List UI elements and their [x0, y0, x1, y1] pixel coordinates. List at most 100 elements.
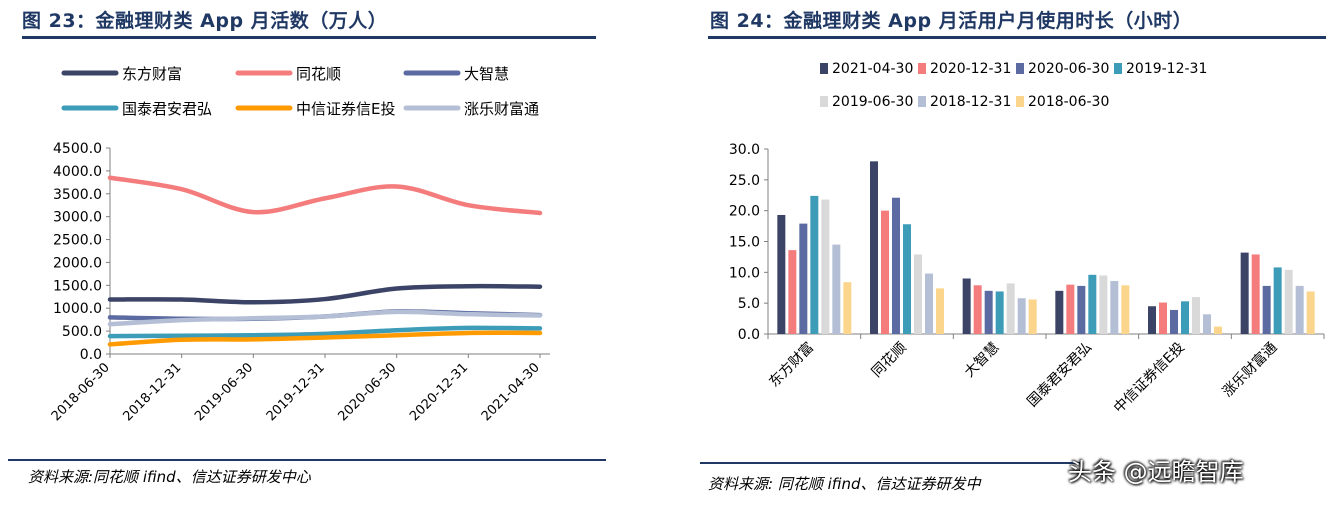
- series-line: [107, 330, 543, 347]
- legend-label: 2020-06-30: [1028, 61, 1109, 77]
- bar: [936, 288, 944, 334]
- bar: [1077, 285, 1086, 334]
- bar: [1203, 314, 1211, 334]
- legend-swatch: [918, 96, 926, 107]
- category-label: 中信证券信E投: [1111, 340, 1188, 417]
- category-label: 大智慧: [961, 340, 1002, 381]
- x-tick-label: 2020-12-31: [407, 360, 471, 424]
- y-tick-label: 25.0: [729, 173, 760, 189]
- bar: [1214, 326, 1222, 334]
- right-figure-panel: 图 24：金融理财类 App 月活用户月使用时长（小时） 2021-04-30 2…: [700, 0, 1336, 505]
- legend-label: 2018-12-31: [930, 94, 1011, 110]
- bar: [788, 250, 797, 334]
- legend-label: 大智慧: [464, 65, 509, 83]
- legend-label: 2019-06-30: [832, 94, 913, 110]
- y-tick-label: 4500.0: [53, 141, 102, 157]
- bar: [1028, 299, 1037, 334]
- legend-label: 2021-04-30: [832, 61, 913, 77]
- y-tick-label: 0.0: [80, 347, 102, 363]
- legend-swatch: [820, 63, 828, 74]
- series-line: [107, 283, 543, 305]
- bar: [903, 224, 911, 334]
- y-tick-label: 2000.0: [53, 255, 102, 271]
- bar: [799, 223, 808, 334]
- left-figure-panel: 图 23：金融理财类 App 月活数（万人） 东方财富 同花顺 大智慧 国泰君安君弘 中…: [0, 0, 610, 505]
- y-tick-label: 3000.0: [53, 210, 102, 226]
- bar: [832, 244, 841, 334]
- bar: [984, 290, 993, 334]
- legend-label: 东方财富: [122, 65, 182, 83]
- series-line: [107, 325, 543, 339]
- bar-chart: 2021-04-30 2020-12-31 2020-06-30 2019-12-31…: [729, 61, 1325, 417]
- bar: [1110, 280, 1119, 334]
- bar: [810, 195, 819, 334]
- bar: [1066, 284, 1075, 334]
- bar: [777, 214, 786, 334]
- bar: [1099, 275, 1108, 334]
- legend-label: 2018-06-30: [1028, 94, 1109, 110]
- x-tick-label: 2018-12-31: [120, 360, 184, 424]
- category-label: 同花顺: [869, 340, 910, 381]
- source-rule: [8, 459, 606, 461]
- category-label: 国泰君安君弘: [1024, 340, 1095, 411]
- watermark: 头条 @远瞻智库: [1068, 458, 1244, 486]
- bar: [881, 210, 889, 334]
- bar: [1148, 306, 1156, 334]
- bar: [1088, 274, 1097, 334]
- bar: [962, 278, 971, 334]
- bar: [1273, 267, 1282, 334]
- legend-swatch: [1016, 96, 1024, 107]
- series-line: [107, 175, 543, 216]
- y-tick-label: 0.0: [738, 327, 760, 343]
- bar: [1262, 285, 1271, 334]
- legend-swatch: [918, 63, 926, 74]
- bar: [821, 199, 830, 334]
- source-rule: [700, 462, 1080, 464]
- bar: [1006, 283, 1015, 334]
- bar: [1284, 269, 1293, 334]
- legend-swatch: [820, 96, 828, 107]
- y-tick-label: 3500.0: [53, 187, 102, 203]
- bar: [1121, 285, 1130, 334]
- bar: [1181, 301, 1189, 334]
- bar: [1295, 285, 1304, 334]
- x-tick-label: 2019-06-30: [192, 360, 256, 424]
- y-tick-label: 30.0: [729, 142, 760, 158]
- bar: [892, 197, 900, 334]
- legend-label: 同花顺: [296, 65, 341, 83]
- category-label: 涨乐财富通: [1219, 339, 1281, 401]
- y-tick-label: 10.0: [729, 265, 760, 281]
- bar: [843, 282, 852, 334]
- bar: [1306, 291, 1315, 334]
- legend-label: 涨乐财富通: [464, 100, 539, 118]
- y-tick-label: 15.0: [729, 235, 760, 251]
- figure-23-title: 图 23：金融理财类 App 月活数（万人）: [22, 10, 388, 32]
- right-source-note: 资料来源: 同花顺 ifind、信达证券研发中: [708, 475, 981, 493]
- bar: [1170, 309, 1178, 334]
- bar: [870, 161, 878, 334]
- bar: [914, 254, 922, 334]
- figure-24-title: 图 24：金融理财类 App 月活用户月使用时长（小时）: [710, 10, 1193, 32]
- bar: [995, 291, 1004, 334]
- x-tick-label: 2021-04-30: [479, 360, 543, 424]
- legend-label: 2020-12-31: [930, 61, 1011, 77]
- x-tick-label: 2020-06-30: [335, 360, 399, 424]
- title-rule: [708, 36, 1326, 39]
- y-tick-label: 4000.0: [53, 164, 102, 180]
- y-tick-label: 5.0: [738, 296, 760, 312]
- x-tick-label: 2019-12-31: [264, 360, 328, 424]
- bar: [1251, 254, 1260, 334]
- bar: [1192, 297, 1200, 334]
- bar: [925, 273, 933, 334]
- bar: [1017, 298, 1026, 334]
- y-tick-label: 2500.0: [53, 233, 102, 249]
- legend-label: 2019-12-31: [1126, 61, 1207, 77]
- bar: [1159, 302, 1167, 334]
- y-tick-label: 500.0: [62, 324, 102, 340]
- y-tick-label: 20.0: [729, 204, 760, 220]
- y-tick-label: 1000.0: [53, 301, 102, 317]
- title-rule: [22, 36, 596, 39]
- bar: [973, 285, 982, 334]
- legend-label: 中信证券信E投: [296, 100, 395, 118]
